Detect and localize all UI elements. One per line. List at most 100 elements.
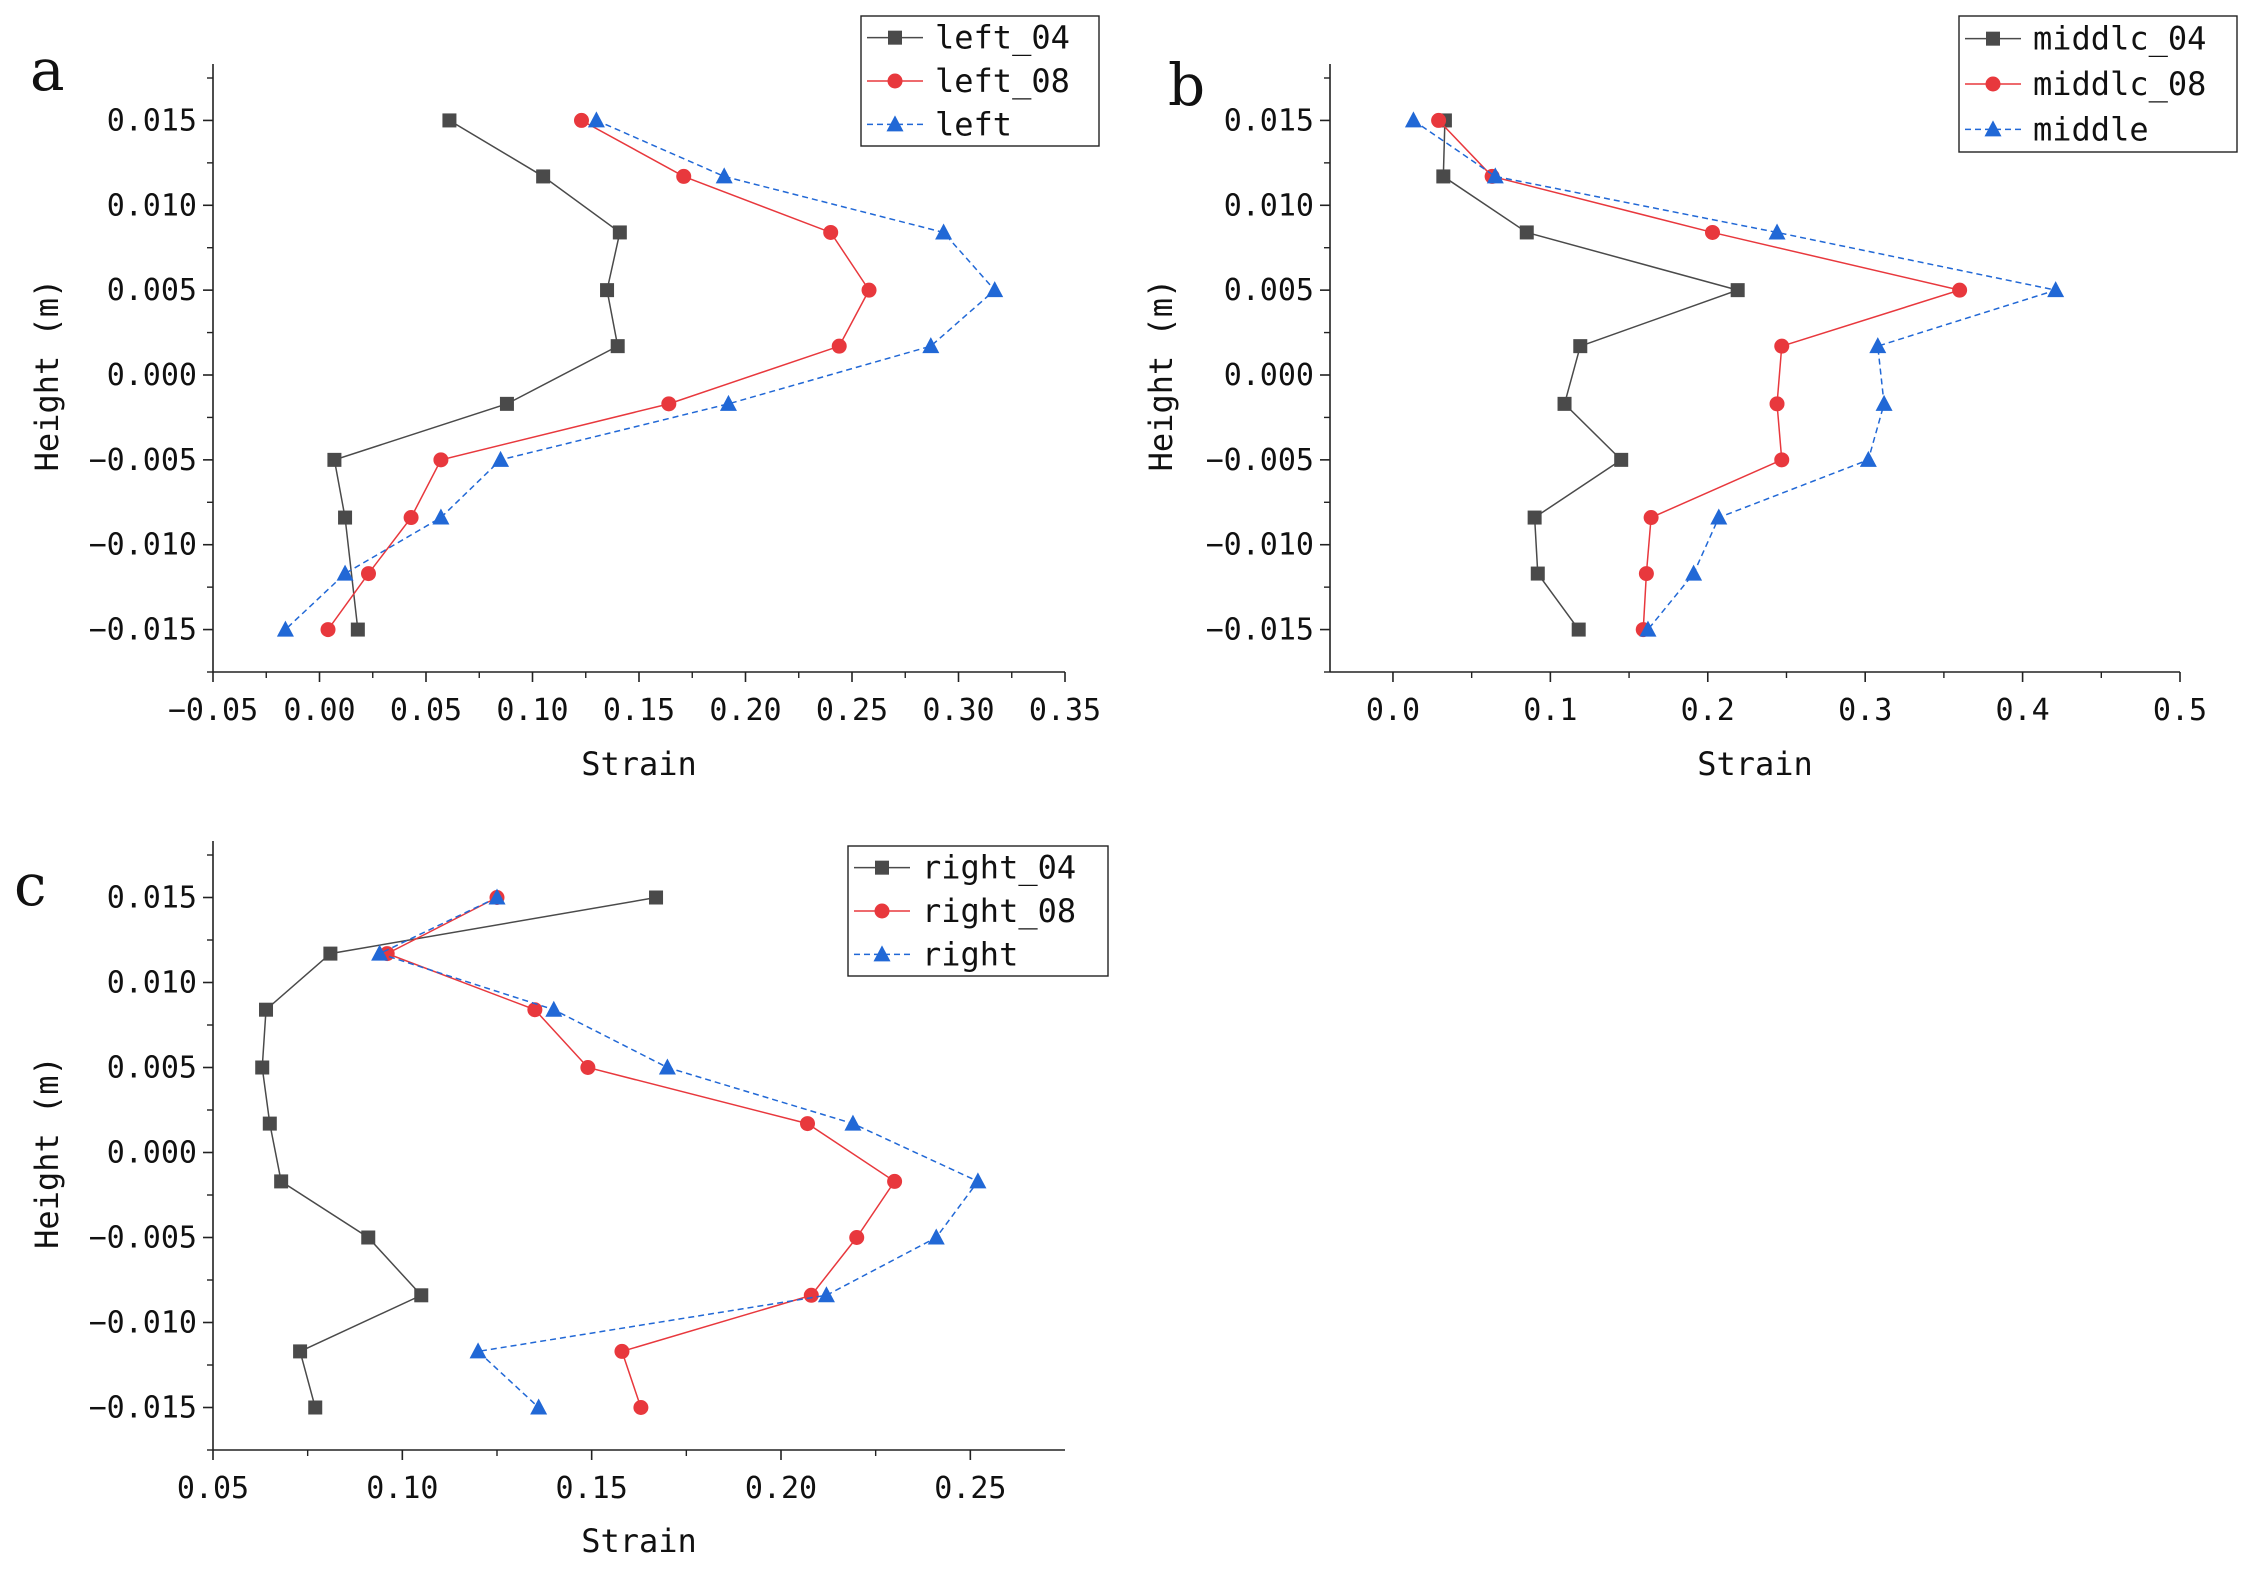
x-tick-label-c: 0.05 [177, 1471, 249, 1506]
data-point-right [817, 1286, 835, 1303]
data-point-left_04 [610, 339, 625, 354]
legend-marker-right_04 [875, 860, 889, 875]
y-tick-label-c: 0.015 [107, 881, 197, 916]
legend-marker-middle [1984, 120, 2002, 137]
y-tick-label-c: −0.010 [89, 1306, 197, 1341]
data-point-left [587, 111, 605, 128]
legend-label-middlc_08: middlc_08 [2033, 65, 2206, 103]
series-line-left [284, 119, 996, 631]
data-point-middlc_04 [1530, 566, 1545, 581]
panel-letter-b: b [1168, 51, 1205, 119]
data-point-middle [1685, 564, 1703, 581]
x-tick-label-a: 0.35 [1029, 693, 1101, 728]
data-point-left_08 [360, 566, 376, 582]
data-point-middlc_08 [1638, 566, 1654, 582]
x-axis-title-b: Strain [1697, 745, 1813, 783]
data-point-left_08 [861, 282, 877, 298]
data-point-left [336, 564, 354, 581]
data-point-right_08 [849, 1230, 865, 1245]
data-point-middle [1869, 337, 1887, 354]
data-point-left_04 [327, 452, 342, 467]
data-point-left [719, 394, 737, 411]
data-point-middle [1710, 508, 1728, 525]
series-line-left_04 [333, 119, 621, 630]
data-point-middlc_04 [1436, 169, 1451, 184]
legend-marker-right_08 [874, 903, 890, 919]
data-point-right_04 [361, 1230, 376, 1245]
series-line-middle [1413, 119, 2059, 631]
x-tick-label-a: 0.00 [283, 693, 355, 728]
data-point-middlc_04 [1614, 452, 1629, 467]
data-point-left_08 [433, 452, 449, 468]
legend-label-middlc_04: middlc_04 [2033, 20, 2206, 58]
legend-label-left_08: left_08 [935, 62, 1070, 100]
data-point-left [276, 620, 294, 637]
series-line-middlc_04 [1442, 120, 1741, 631]
y-tick-label-b: 0.015 [1224, 103, 1314, 138]
x-tick-label-a: 0.30 [922, 693, 994, 728]
data-point-left [935, 223, 953, 240]
panel-letter-c: c [14, 851, 46, 919]
data-point-middlc_08 [1774, 452, 1790, 468]
y-tick-label-b: −0.005 [1206, 443, 1314, 478]
x-axis-title-a: Strain [581, 745, 697, 783]
data-point-middlc_04 [1557, 396, 1572, 411]
data-point-middlc_04 [1527, 510, 1542, 525]
data-point-left_04 [600, 283, 615, 298]
x-tick-label-b: 0.0 [1366, 693, 1420, 728]
data-point-middlc_04 [1730, 283, 1745, 298]
data-point-left [492, 450, 510, 467]
data-point-right [927, 1228, 945, 1245]
legend-label-right_08: right_08 [922, 892, 1076, 930]
y-tick-label-a: −0.005 [89, 443, 197, 478]
y-tick-label-c: 0.005 [107, 1051, 197, 1086]
data-point-left_08 [831, 338, 847, 354]
legend-label-right_04: right_04 [922, 849, 1076, 887]
data-point-right [658, 1058, 676, 1075]
legend-label-left_04: left_04 [935, 19, 1070, 57]
data-point-middlc_08 [1769, 396, 1785, 412]
legend-label-right: right [922, 935, 1018, 973]
data-point-middlc_08 [1952, 282, 1968, 298]
x-axis-title-c: Strain [581, 1522, 697, 1560]
data-point-left_04 [536, 169, 551, 184]
y-tick-label-b: −0.015 [1206, 613, 1314, 648]
data-point-right [488, 888, 506, 905]
y-tick-label-a: 0.000 [107, 358, 197, 393]
data-point-right_04 [414, 1288, 429, 1303]
x-tick-label-a: 0.10 [496, 693, 568, 728]
data-point-right_08 [887, 1173, 903, 1189]
y-tick-label-a: −0.015 [89, 613, 197, 648]
data-point-middle [1875, 394, 1893, 411]
y-tick-label-a: 0.005 [107, 273, 197, 308]
legend-marker-right [873, 945, 891, 962]
x-tick-label-b: 0.1 [1523, 693, 1577, 728]
data-point-right_04 [262, 1116, 277, 1131]
legend-label-left: left [935, 105, 1012, 143]
data-point-right_08 [633, 1400, 649, 1415]
y-tick-label-b: 0.010 [1224, 188, 1314, 223]
data-point-left [922, 337, 940, 354]
y-axis-title-b: Height (m) [1142, 279, 1180, 472]
data-point-middlc_04 [1519, 225, 1534, 240]
legend-marker-left_04 [888, 30, 902, 45]
data-point-right [969, 1172, 987, 1189]
data-point-right_04 [308, 1400, 323, 1415]
x-tick-label-c: 0.25 [934, 1471, 1006, 1506]
data-point-left [715, 167, 733, 184]
data-point-right_04 [649, 890, 664, 905]
data-point-left_08 [661, 396, 677, 412]
data-point-middle [1768, 223, 1786, 240]
x-tick-label-b: 0.5 [2153, 693, 2207, 728]
series-line-left_08 [327, 119, 870, 631]
data-point-middlc_08 [1431, 112, 1447, 128]
data-point-right_08 [800, 1116, 816, 1132]
data-point-right [545, 1000, 563, 1017]
data-point-left_08 [320, 622, 336, 638]
data-point-right [371, 944, 389, 961]
x-tick-label-a: 0.25 [816, 693, 888, 728]
legend-marker-left_08 [887, 73, 903, 89]
